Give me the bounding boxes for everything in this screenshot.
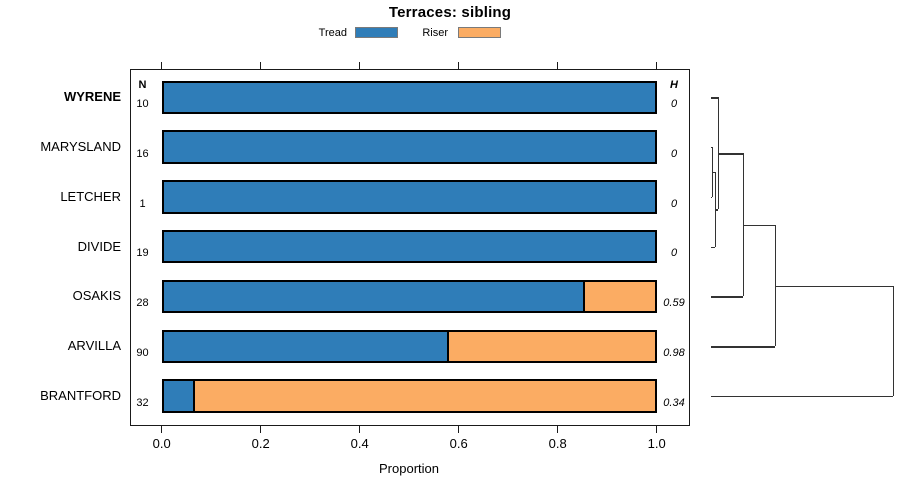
row-label-marysland: MARYSLAND xyxy=(40,139,121,155)
tread-segment xyxy=(163,182,655,212)
row-label-osakis: OSAKIS xyxy=(72,288,121,304)
h-value: 0.98 xyxy=(663,347,685,359)
tread-segment xyxy=(163,281,585,312)
n-value: 16 xyxy=(136,147,149,160)
x-axis-tick-top xyxy=(358,62,361,69)
x-axis-tick-label: 0.2 xyxy=(251,436,270,451)
h-value: 0.59 xyxy=(663,297,685,310)
dendrogram-segment xyxy=(710,396,893,398)
n-value: 28 xyxy=(136,297,149,310)
x-axis-tick-top xyxy=(457,62,460,69)
x-axis-tick-bottom xyxy=(160,426,163,433)
dendrogram-segment xyxy=(775,285,893,287)
x-axis-tick-top xyxy=(160,62,163,69)
bar-row-wyrene xyxy=(161,80,657,114)
bar-row-marysland xyxy=(161,130,657,164)
x-axis-tick-bottom xyxy=(556,426,559,433)
bar-row-osakis xyxy=(161,279,657,314)
dendrogram-segment xyxy=(710,196,712,199)
x-axis-tick-top xyxy=(556,62,559,69)
dendrogram-segment xyxy=(710,346,775,348)
dendrogram-segment xyxy=(743,153,745,297)
dendrogram-segment xyxy=(717,153,743,155)
n-value: 90 xyxy=(136,347,149,359)
x-axis-title: Proportion xyxy=(379,461,439,476)
legend-swatch-tread-icon xyxy=(355,27,398,38)
dendrogram-segment xyxy=(715,171,717,247)
bar-row-divide xyxy=(161,229,657,264)
dendrogram-segment xyxy=(712,171,715,174)
h-value: 0 xyxy=(670,147,678,160)
legend-label-riser: Riser xyxy=(422,27,448,39)
x-axis-tick-top xyxy=(259,62,262,69)
n-value: 1 xyxy=(139,197,146,210)
row-label-letcher: LETCHER xyxy=(60,188,121,204)
h-value: 0 xyxy=(670,247,678,260)
tread-segment xyxy=(163,132,655,162)
dendrogram-segment xyxy=(710,246,715,249)
dendrogram-segment xyxy=(893,285,895,397)
n-value: 10 xyxy=(136,98,149,110)
x-axis-tick-label: 0.0 xyxy=(152,436,171,451)
x-axis-tick-bottom xyxy=(655,426,658,433)
x-axis-tick-bottom xyxy=(358,426,361,433)
chart-title: Terraces: sibling xyxy=(388,4,512,21)
row-label-wyrene: WYRENE xyxy=(63,89,121,105)
plot-area-box xyxy=(130,69,690,426)
row-label-divide: DIVIDE xyxy=(77,238,121,254)
x-axis-tick-label: 1.0 xyxy=(647,436,666,451)
n-column-header: N xyxy=(138,79,147,91)
tread-segment xyxy=(163,231,655,262)
dendrogram-segment xyxy=(715,209,718,211)
legend-swatch-riser-icon xyxy=(458,27,501,38)
tread-segment xyxy=(163,82,655,112)
dendrogram-segment xyxy=(710,97,718,99)
row-label-brantford: BRANTFORD xyxy=(40,388,121,404)
tread-segment xyxy=(163,381,195,411)
x-axis-tick-bottom xyxy=(457,426,460,433)
x-axis-tick-label: 0.4 xyxy=(350,436,369,451)
dendrogram-segment xyxy=(710,296,743,298)
x-axis-tick-top xyxy=(655,62,658,69)
dendrogram-segment xyxy=(743,224,775,227)
x-axis-tick-label: 0.6 xyxy=(449,436,468,451)
bar-row-arvilla xyxy=(161,329,657,363)
h-column-header: H xyxy=(670,79,678,91)
x-axis-tick-bottom xyxy=(259,426,262,433)
dendrogram-segment xyxy=(710,147,712,149)
bar-row-brantford xyxy=(161,379,657,413)
h-value: 0 xyxy=(670,197,678,210)
h-value: 0 xyxy=(670,98,678,110)
tread-segment xyxy=(163,331,449,361)
n-value: 32 xyxy=(136,396,149,409)
row-label-arvilla: ARVILLA xyxy=(67,338,121,354)
legend-label-tread: Tread xyxy=(318,27,347,39)
n-value: 19 xyxy=(136,247,149,260)
h-value: 0.34 xyxy=(663,396,685,409)
bar-row-letcher xyxy=(161,180,657,214)
x-axis-tick-label: 0.8 xyxy=(548,436,567,451)
